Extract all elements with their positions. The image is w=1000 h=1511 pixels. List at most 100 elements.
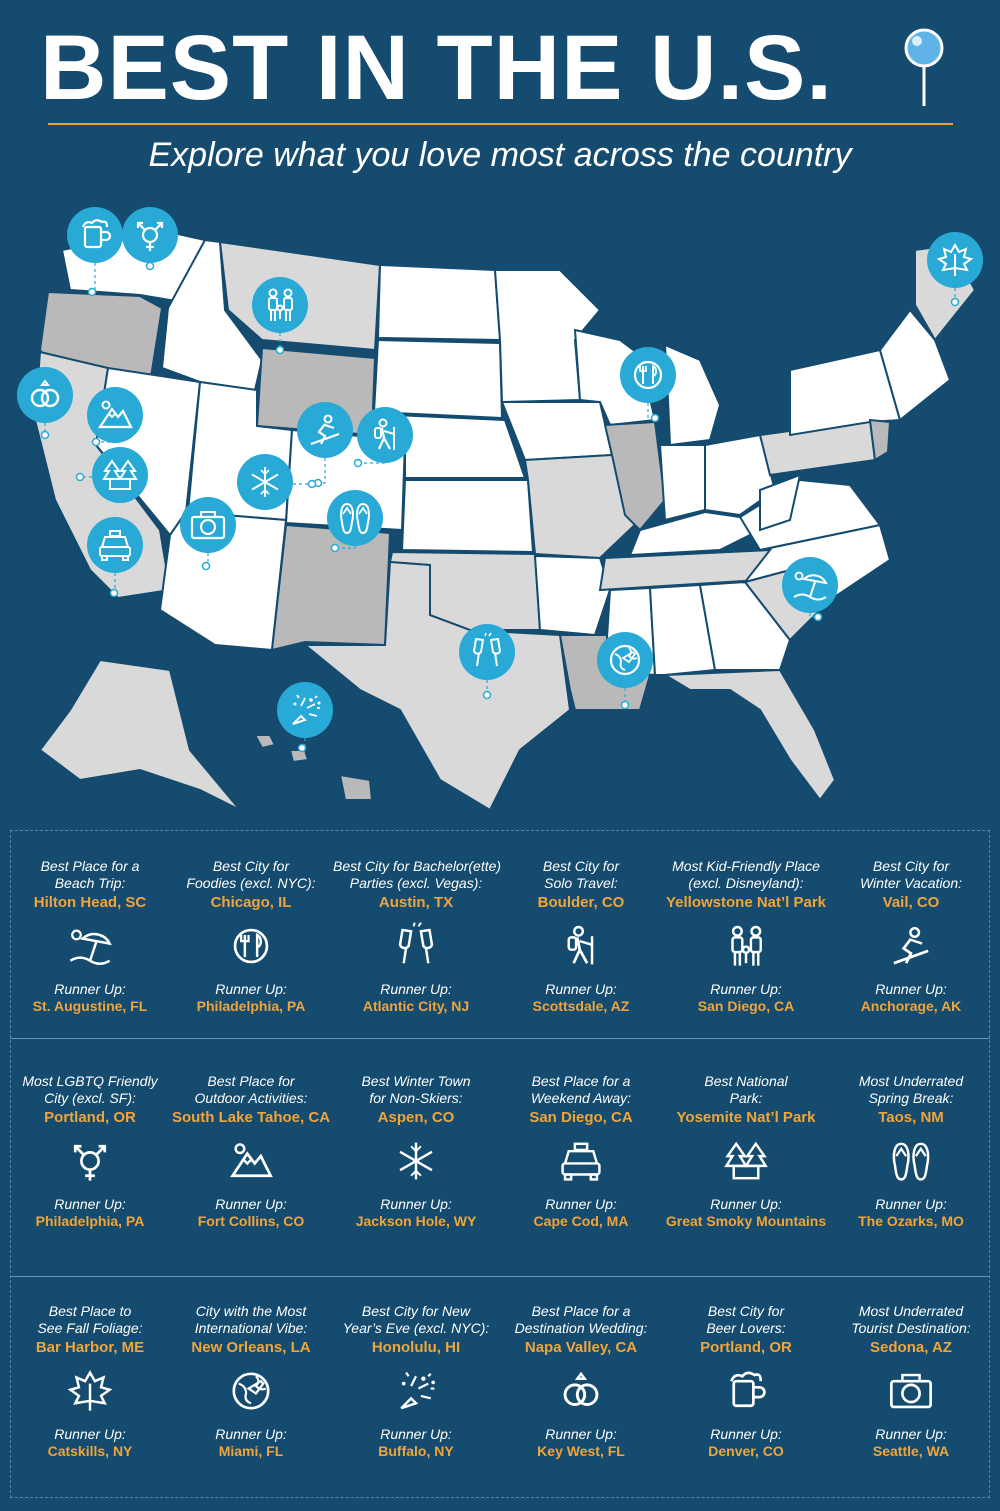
gender-symbol-icon [122,207,178,271]
award-cell: Best City for Winter Vacation: Vail, CO Run… [828,858,994,1014]
family-icon [731,925,762,967]
award-winner: Vail, CO [882,894,940,911]
wedding-rings-icon [17,367,73,440]
champagne-toast-icon [398,921,434,965]
state-alabama [648,583,717,676]
runner-up-label: Runner Up: [380,1426,452,1442]
award-category: Best City for Winter Vacation: [828,858,994,892]
award-category-line2: Beer Lovers: [706,1320,786,1336]
award-winner: Aspen, CO [377,1109,455,1126]
award-category-line1: City with the Most [195,1303,307,1319]
runner-up-value: Catskills, NY [47,1443,133,1459]
award-winner: Napa Valley, CA [524,1339,638,1356]
globe-plane-icon [597,632,653,710]
award-category: Best National Park: [663,1073,829,1107]
award-category-line2: See Fall Foliage: [37,1320,143,1336]
runner-up-label: Runner Up: [710,981,782,997]
state-west-virginia [759,473,802,532]
runner-up-label: Runner Up: [54,981,126,997]
champagne-toast-icon [459,624,515,700]
award-category: Best Winter Town for Non-Skiers: [333,1073,499,1107]
flip-flops-icon [892,1142,930,1181]
award-category-line1: Most Kid-Friendly Place [672,858,820,874]
runner-up-value: Atlantic City, NJ [362,998,470,1014]
award-category: Best City for New Year’s Eve (excl. NYC): [333,1303,499,1337]
state-south-dakota [372,338,504,420]
snowflake-icon [237,454,317,510]
award-cell: Most Underrated Spring Break: Taos, NM Runn… [828,1073,994,1229]
award-category-line2: Spring Break: [868,1090,954,1106]
award-winner: Yosemite Nat’l Park [676,1109,816,1126]
award-winner: Portland, OR [44,1109,136,1126]
runner-up-value: Jackson Hole, WY [355,1213,477,1229]
maple-leaf-icon [69,1371,111,1412]
award-winner: Austin, TX [378,894,454,911]
award-category-line2: Outdoor Activities: [194,1090,308,1106]
state-ohio [704,433,777,517]
award-category: Most Underrated Tourist Destination: [828,1303,994,1337]
camera-icon [180,497,236,571]
award-winner: Taos, NM [878,1109,944,1126]
award-category-line1: Most Underrated [858,1073,964,1089]
runner-up-value: Cape Cod, MA [533,1213,629,1229]
award-category-line2: for Non-Skiers: [369,1090,463,1106]
camera-icon [890,1373,932,1409]
award-category-line2: Year’s Eve (excl. NYC): [342,1320,490,1336]
award-winner: Honolulu, HI [371,1339,461,1356]
award-category-line2: Park: [729,1090,763,1106]
runner-up-value: San Diego, CA [697,998,795,1014]
state-new-mexico [270,523,392,652]
map-markers [17,207,983,753]
award-category-line1: Best National [704,1073,788,1089]
award-cell: Most Kid-Friendly Place (excl. Disneyland… [663,858,829,1014]
award-category-line2: Beach Trip: [54,875,126,891]
award-category: Most LGBTQ Friendly City (excl. SF): [7,1073,173,1107]
award-category-line1: Best City for [542,858,620,874]
runner-up-label: Runner Up: [380,981,452,997]
gender-symbol-icon [73,1144,107,1182]
maple-leaf-icon [927,232,983,307]
award-cell: Best City for Beer Lovers: Portland, OR Run… [663,1303,829,1459]
award-cell: Best Place for a Weekend Away: San Diego, … [498,1073,664,1229]
runner-up-value: Buffalo, NY [378,1443,454,1459]
runner-up-value: Philadelphia, PA [196,998,306,1014]
globe-plane-icon [232,1372,270,1410]
taxi-icon [87,517,143,598]
runner-up-value: Miami, FL [218,1443,284,1459]
dining-icon [233,928,269,964]
runner-up-label: Runner Up: [545,981,617,997]
award-winner: New Orleans, LA [191,1339,311,1356]
award-winner: San Diego, CA [529,1109,633,1126]
award-category-line1: Best Place for a [531,1073,631,1089]
award-winner: Hilton Head, SC [33,894,147,911]
award-winner: Yellowstone Nat’l Park [665,894,827,911]
award-category-line1: Best Place for a [531,1303,631,1319]
award-category: Best Place for Outdoor Activities: [168,1073,334,1107]
flip-flops-icon [327,490,383,553]
fireworks-icon [277,682,333,753]
award-category-line1: Best Place for [207,1073,295,1089]
page-subtitle: Explore what you love most across the co… [148,136,852,174]
state-florida [661,668,837,802]
row-divider [10,1276,990,1277]
award-category-line2: City (excl. SF): [44,1090,136,1106]
snowflake-icon [398,1141,434,1181]
runner-up-label: Runner Up: [875,981,947,997]
beer-mug-icon [67,207,123,297]
state-michigan [663,343,722,447]
hiker-icon [567,925,594,966]
award-category-line1: Best City for [707,1303,785,1319]
mountain-snow-icon [87,387,143,447]
page-title: BEST IN THE U.S. [40,17,833,119]
award-category-line1: Best Place to [48,1303,132,1319]
award-cell: City with the Most International Vibe: New… [168,1303,334,1459]
award-category-line2: Destination Wedding: [514,1320,648,1336]
award-category: City with the Most International Vibe: [168,1303,334,1337]
award-cell: Most LGBTQ Friendly City (excl. SF): Portl… [7,1073,173,1229]
award-winner: Chicago, IL [210,894,292,911]
taxi-icon [561,1142,601,1181]
state-kansas [400,479,535,554]
award-winner: Portland, OR [700,1339,792,1356]
award-category: Best Place for a Beach Trip: [7,858,173,892]
fireworks-icon [400,1371,437,1410]
